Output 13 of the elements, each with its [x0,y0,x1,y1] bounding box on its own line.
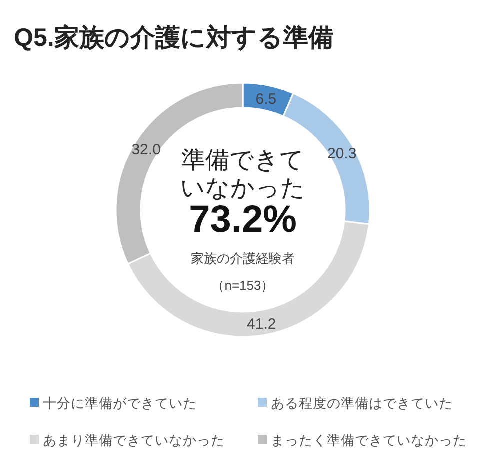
legend-label: まったく準備できていなかった [271,433,467,448]
text: 73.2% [189,199,297,241]
data-label: 32.0 [132,142,161,159]
legend-label: ある程度の準備はできていた [271,396,453,411]
text: （n=153） [212,278,274,293]
data-label: 20.3 [328,146,357,163]
legend-label: あまり準備できていなかった [43,433,225,448]
data-label: 6.5 [256,90,277,108]
data-label: 41.2 [247,316,276,333]
chart-title: Q5.家族の介護に対する準備 [14,24,334,52]
text: 準備できていなかった [180,147,306,202]
text: 家族の介護経験者 [191,251,295,266]
legend-label: 十分に準備ができていた [43,396,197,411]
